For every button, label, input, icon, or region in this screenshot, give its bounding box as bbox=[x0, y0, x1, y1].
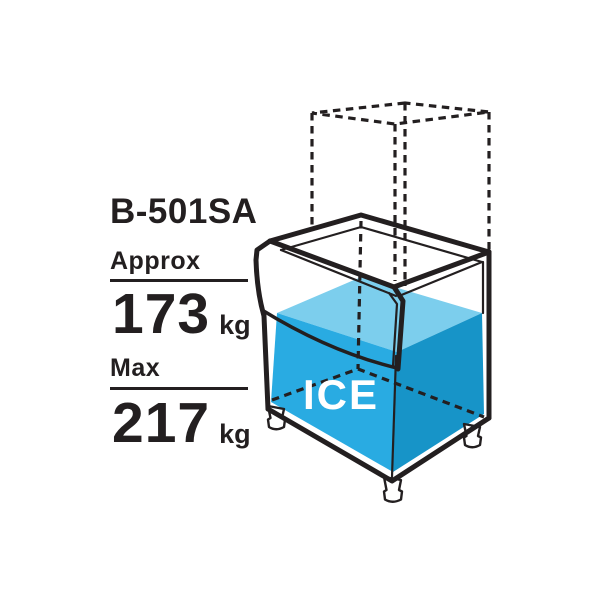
rim-front-left-edge bbox=[267, 238, 397, 290]
bottom-edges bbox=[265, 406, 492, 484]
approx-weight-value: 173 bbox=[112, 282, 211, 346]
spec-panel: B-501SA Approx 173 kg Max 217 kg bbox=[0, 0, 260, 600]
approx-weight-unit: kg bbox=[219, 310, 251, 340]
machine-top-face bbox=[311, 101, 490, 126]
spec-value-row: 217 kg bbox=[112, 395, 251, 452]
bin-outline bbox=[253, 212, 492, 484]
rim-inner-front-right bbox=[397, 260, 484, 298]
model-number: B-501SA bbox=[110, 192, 258, 231]
bin-outer-lines bbox=[253, 212, 492, 484]
ice-machine-dashed-outline bbox=[271, 101, 491, 419]
ice-label: ICE bbox=[303, 371, 379, 418]
divider-line bbox=[110, 387, 248, 390]
rim-front-right-edge bbox=[391, 249, 492, 290]
door-right-edge bbox=[391, 284, 406, 372]
ice-front-face bbox=[271, 313, 397, 472]
ice-top-face bbox=[277, 277, 482, 352]
left-lip-slope bbox=[253, 238, 273, 319]
rim-inner-back-right bbox=[359, 225, 484, 264]
left-vertical-edge bbox=[261, 313, 271, 412]
bin-hidden-back-edge bbox=[356, 220, 363, 370]
door-inner-edge bbox=[387, 291, 399, 368]
max-weight-unit: kg bbox=[219, 419, 251, 449]
rim-inner-back-left bbox=[279, 225, 363, 252]
divider-line bbox=[110, 279, 248, 282]
max-weight-value: 217 bbox=[112, 391, 211, 455]
ice-fill bbox=[271, 277, 484, 472]
spec-value-row: 173 kg bbox=[112, 286, 251, 343]
bin-hidden-bottom-edges bbox=[271, 367, 485, 419]
bin-leg-front bbox=[382, 475, 404, 503]
bin-inner-lines bbox=[279, 225, 485, 479]
rim-back-edges bbox=[267, 212, 492, 255]
rim-inner-front-left bbox=[279, 248, 398, 298]
spec-label-max: Max bbox=[110, 354, 161, 382]
ice-front-corner-edge bbox=[390, 354, 398, 479]
front-slope-curve bbox=[260, 308, 399, 370]
ice-right-face bbox=[393, 313, 484, 472]
spec-label-approx: Approx bbox=[110, 247, 201, 275]
